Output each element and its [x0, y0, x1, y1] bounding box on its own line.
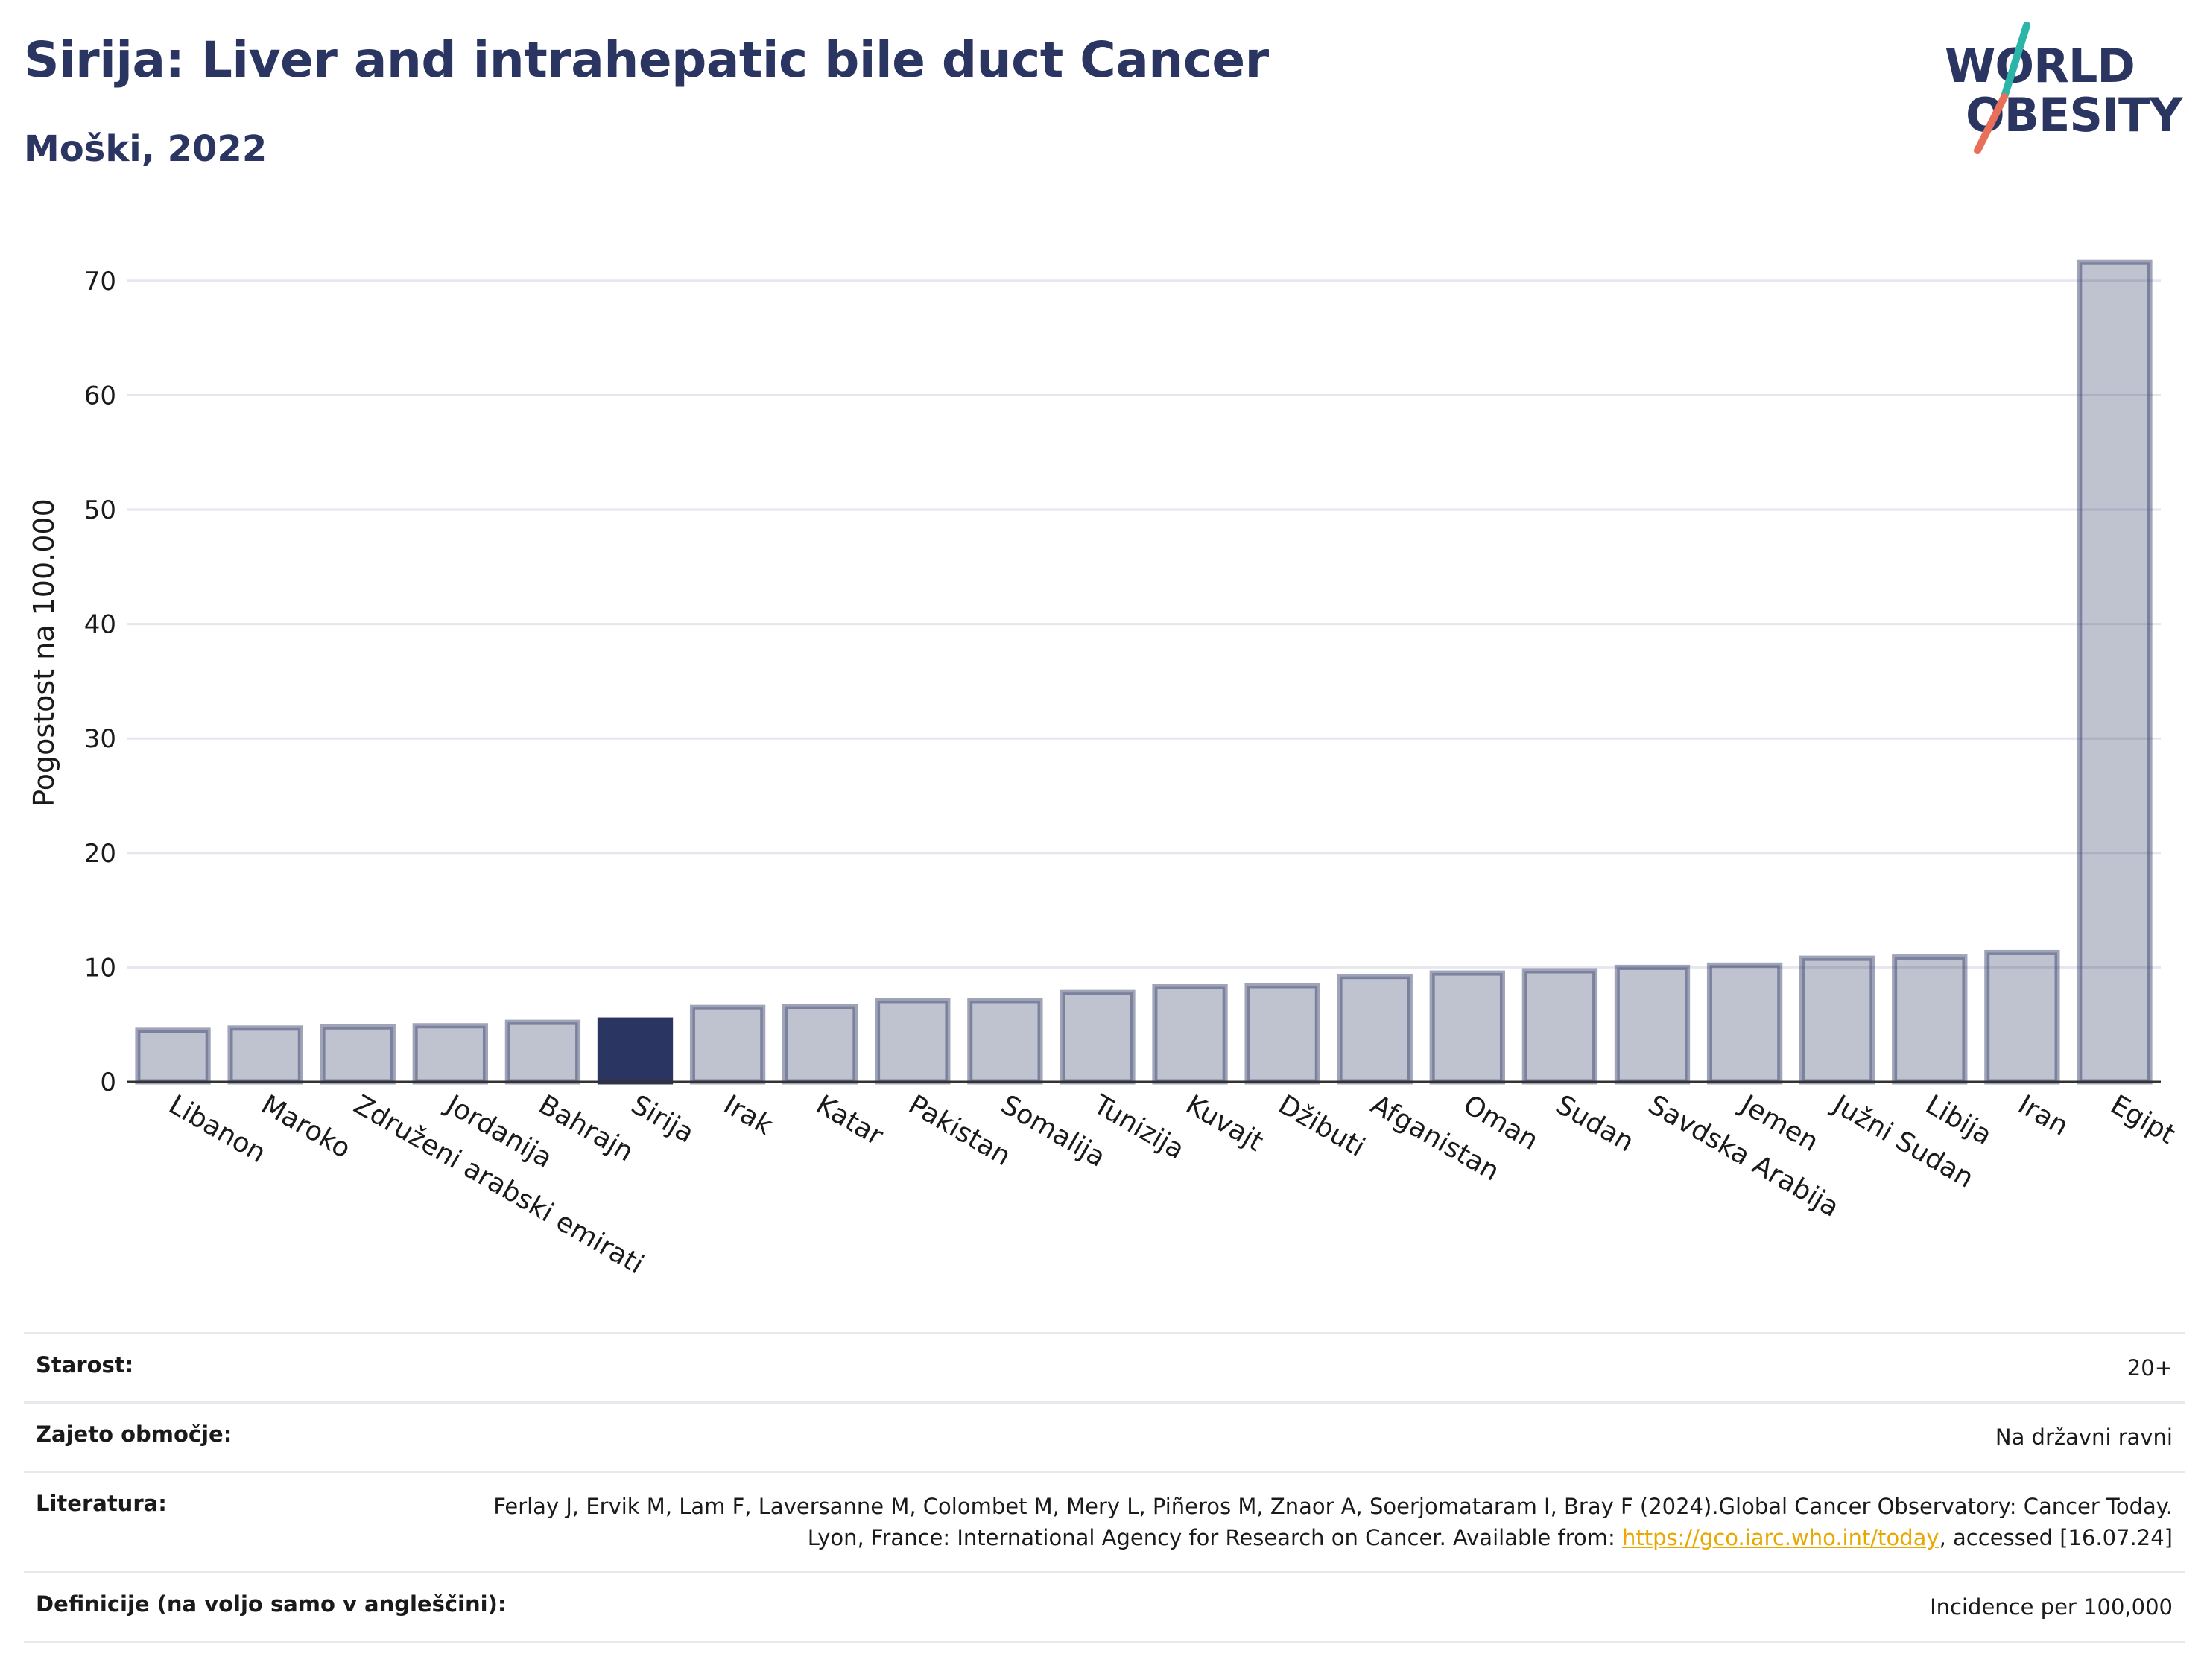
meta-value-reference: Ferlay J, Ervik M, Lam F, Laversanne M, …	[459, 1491, 2173, 1553]
bar	[1984, 949, 2060, 1085]
bar	[967, 998, 1043, 1085]
bar	[1614, 964, 1691, 1085]
bar	[412, 1023, 488, 1085]
x-tick-label: Kuvajt	[1181, 1089, 1269, 1158]
bar	[1152, 984, 1228, 1085]
bar	[135, 1027, 211, 1085]
meta-row-definitions: Definicije (na voljo samo v angleščini):…	[24, 1571, 2185, 1643]
x-tick-label: Pakistan	[903, 1089, 1016, 1172]
reference-link[interactable]: https://gco.iarc.who.int/today	[1621, 1525, 1939, 1551]
bar	[1060, 989, 1136, 1085]
y-tick-label: 40	[84, 610, 116, 640]
x-tick-label: Džibuti	[1273, 1089, 1370, 1163]
bar	[1244, 983, 1320, 1085]
y-tick-label: 60	[84, 381, 116, 411]
y-tick-label: 30	[84, 724, 116, 754]
y-tick-label: 10	[84, 953, 116, 983]
grid-lines	[127, 279, 2161, 969]
bar	[597, 1017, 674, 1085]
x-tick-label: Libanon	[164, 1089, 271, 1169]
bar	[1706, 962, 1783, 1085]
bar	[504, 1019, 581, 1085]
y-axis-title: Pogostost na 100.000	[28, 498, 60, 807]
meta-value-age: 20+	[2127, 1355, 2173, 1381]
meta-value-definitions: Incidence per 100,000	[1930, 1594, 2173, 1620]
chart-title: Sirija: Liver and intrahepatic bile duct…	[24, 31, 1269, 89]
bar	[227, 1025, 303, 1085]
x-tick-label: Somalija	[995, 1089, 1110, 1173]
y-tick-label: 20	[84, 839, 116, 869]
bar	[782, 1004, 858, 1085]
y-tick-label: 0	[100, 1068, 116, 1097]
x-tick-label: Katar	[811, 1089, 888, 1152]
bar	[1892, 954, 1968, 1085]
reference-text: Ferlay J, Ervik M, Lam F, Laversanne M, …	[493, 1494, 2173, 1551]
reference-text-end: , accessed [16.07.24]	[1939, 1525, 2173, 1551]
bar	[2077, 259, 2153, 1085]
x-tick-label: Sudan	[1551, 1089, 1639, 1158]
bar	[320, 1024, 396, 1085]
world-obesity-logo: WORLD OBESITY	[1945, 22, 2191, 156]
bar	[1429, 970, 1505, 1085]
y-tick-label: 50	[84, 495, 116, 525]
x-tick-label: Irak	[718, 1089, 778, 1141]
metadata-table: Starost: 20+ Zajeto območje: Na državni …	[24, 1332, 2185, 1643]
bar	[1521, 968, 1598, 1085]
meta-row-coverage: Zajeto območje: Na državni ravni	[24, 1401, 2185, 1471]
bar	[1337, 974, 1413, 1085]
bar	[689, 1004, 766, 1085]
meta-row-reference: Literatura: Ferlay J, Ervik M, Lam F, La…	[24, 1471, 2185, 1571]
x-tick-label: Iran	[2013, 1089, 2073, 1142]
x-tick-label: Egipt	[2105, 1089, 2180, 1150]
logo-line-1: WORLD	[1945, 39, 2135, 93]
meta-label-coverage: Zajeto območje:	[36, 1421, 232, 1448]
meta-label-age: Starost:	[36, 1352, 134, 1378]
bars	[135, 259, 2153, 1085]
chart-subtitle: Moški, 2022	[24, 128, 267, 170]
bar	[1799, 955, 1875, 1085]
logo-slash-icon	[1974, 22, 2030, 154]
meta-row-age: Starost: 20+	[24, 1332, 2185, 1401]
meta-value-coverage: Na državni ravni	[1995, 1424, 2173, 1451]
y-tick-label: 70	[84, 267, 116, 297]
meta-label-reference: Literatura:	[36, 1491, 167, 1517]
x-tick-label: Maroko	[256, 1089, 356, 1164]
meta-label-definitions: Definicije (na voljo samo v angleščini):	[36, 1591, 507, 1617]
bar	[875, 998, 951, 1085]
y-axis-ticks: 0 10 20 30 40 50 60 70	[84, 267, 116, 1097]
